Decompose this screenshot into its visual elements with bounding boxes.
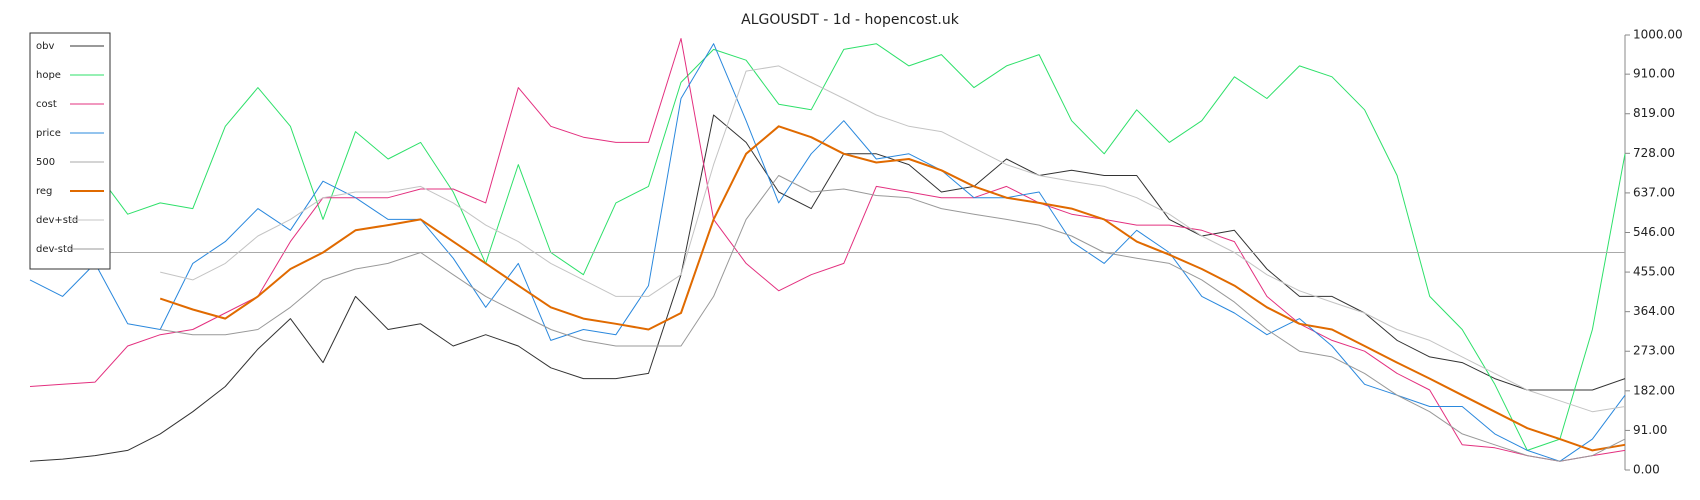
legend-label: 500 [36,157,55,168]
legend-label: hope [36,70,61,81]
series-line [29,43,1626,451]
legend-box [29,32,111,270]
y-tick-label: 637.00 [1633,185,1675,199]
series-line [29,114,1626,462]
series-line [160,65,1626,413]
y-tick-label: 182.00 [1633,383,1675,397]
legend-label: price [36,128,61,139]
y-tick-label: 273.00 [1633,344,1675,358]
y-tick-label: 455.00 [1633,265,1675,279]
y-tick-label: 0.00 [1633,463,1660,477]
y-tick-label: 364.00 [1633,304,1675,318]
series-line [160,175,1626,462]
legend-label: reg [36,186,52,197]
series-line [29,38,1626,462]
y-tick-label: 1000.00 [1633,28,1683,42]
series-line [159,125,1626,452]
legend-label: cost [36,99,57,110]
legend-label: obv [36,41,54,52]
y-tick-label: 91.00 [1633,423,1667,437]
series-line [29,43,1626,462]
legend: obv hope cost price 500 reg dev+std dev-std [29,32,111,270]
y-tick-label: 728.00 [1633,146,1675,160]
y-tick-label: 910.00 [1633,67,1675,81]
legend-label: dev-std [36,244,73,255]
y-tick-label: 546.00 [1633,225,1675,239]
y-tick-label: 819.00 [1633,106,1675,120]
legend-label: dev+std [36,215,78,226]
chart-title: ALGOUSDT - 1d - hopencost.uk [741,12,960,28]
